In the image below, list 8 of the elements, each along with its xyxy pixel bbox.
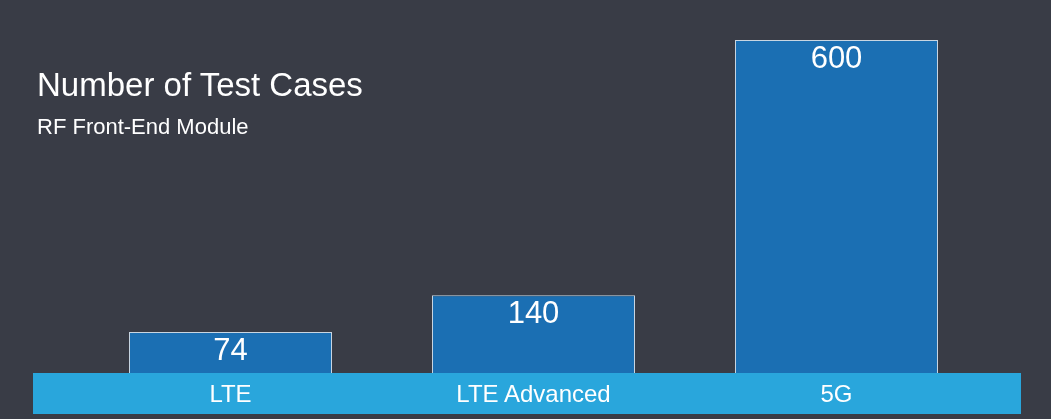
x-tick-label: LTE Advanced <box>456 379 611 407</box>
x-tick-label: 5G <box>820 379 853 407</box>
data-label: 600 <box>810 40 863 76</box>
data-label: 74 <box>213 331 248 367</box>
text: Number of Test Cases <box>37 66 363 104</box>
data-label: 140 <box>507 295 560 331</box>
x-tick-label: LTE <box>209 379 252 407</box>
text: RF Front-End Module <box>37 114 249 140</box>
